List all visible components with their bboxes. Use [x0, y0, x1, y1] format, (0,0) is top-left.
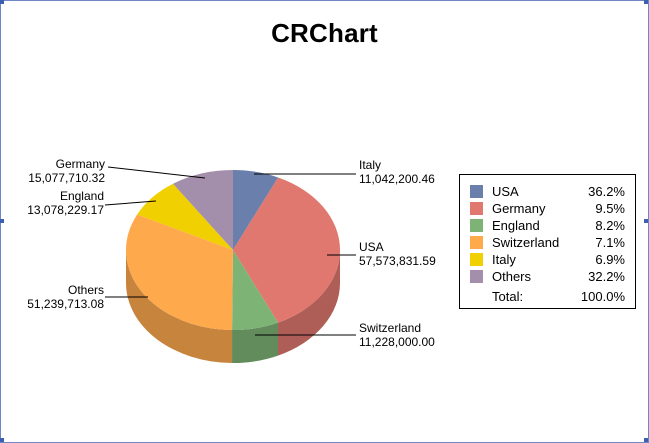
slice-label-value: 11,042,200.46 [359, 172, 435, 186]
legend-item-italy: Italy 6.9% [460, 251, 635, 268]
pie-slice-germany [173, 170, 233, 250]
legend-item-label: Switzerland [492, 235, 560, 250]
legend-item-percent: 9.5% [595, 201, 625, 216]
legend-swatch [470, 236, 483, 249]
pie-side-switzerland [232, 322, 279, 363]
frame-edge-handle [0, 219, 4, 223]
legend-total-value: 100.0% [580, 289, 625, 304]
slice-label-value: 13,078,229.17 [27, 203, 104, 217]
pie-slice-others [125, 214, 233, 330]
slice-label-name: Germany [55, 157, 105, 171]
legend-item-label: Germany [492, 201, 546, 216]
chart-title: CRChart [271, 18, 378, 48]
legend-swatch [470, 202, 483, 215]
legend-item-label: USA [492, 184, 519, 199]
legend-swatch [470, 219, 483, 232]
slice-label-germany: Germany 15,077,710.32 [22, 157, 105, 185]
legend-item-percent: 36.2% [588, 184, 625, 199]
slice-label-value: 11,228,000.00 [359, 335, 435, 349]
legend-swatch [470, 185, 483, 198]
pie-slice-italy [233, 170, 279, 250]
legend-item-label: Italy [492, 252, 516, 267]
pie-slice-usa [233, 177, 341, 323]
leader-line-england [104, 200, 157, 206]
legend: USA 36.2% Germany 9.5% England 8.2% Switzerlan… [459, 174, 636, 309]
legend-item-percent: 6.9% [595, 252, 625, 267]
slice-label-value: 15,077,710.32 [28, 171, 105, 185]
legend-item-usa: USA 36.2% [460, 183, 635, 200]
slice-label-others: Others 51,239,713.08 [22, 283, 104, 311]
pie-slice-switzerland [232, 250, 279, 330]
frame-corner-handle [0, 0, 4, 4]
legend-item-percent: 32.2% [588, 269, 625, 284]
pie-side-usa [278, 250, 340, 356]
pie-slice-england [137, 183, 233, 250]
legend-total-label: Total: [492, 289, 524, 304]
legend-item-label: Others [492, 269, 532, 284]
slice-label-value: 57,573,831.59 [359, 254, 436, 268]
legend-item-germany: Germany 9.5% [460, 200, 635, 217]
slice-label-name: USA [359, 240, 384, 254]
slice-label-name: Switzerland [359, 321, 422, 335]
slice-label-name: Italy [359, 158, 382, 172]
legend-item-others: Others 32.2% [460, 268, 635, 285]
legend-swatch [470, 270, 483, 283]
legend-swatch [470, 253, 483, 266]
leader-line-germany [107, 166, 206, 179]
frame-corner-handle [644, 438, 648, 442]
slice-label-switzerland: Switzerland 11,228,000.00 [359, 321, 435, 349]
slice-label-england: England 13,078,229.17 [22, 189, 104, 217]
frame-edge-handle [644, 219, 648, 223]
frame-corner-handle [0, 438, 4, 442]
slice-label-name: Others [67, 283, 104, 297]
pie-side-others [126, 250, 233, 363]
frame-corner-handle [644, 0, 648, 4]
legend-item-percent: 8.2% [595, 218, 625, 233]
legend-item-england: England 8.2% [460, 217, 635, 234]
legend-item-switzerland: Switzerland 7.1% [460, 234, 635, 251]
slice-label-usa: USA 57,573,831.59 [359, 240, 436, 268]
slice-label-name: England [59, 189, 104, 203]
legend-total-row: Total: 100.0% [460, 288, 635, 305]
slice-label-italy: Italy 11,042,200.46 [359, 158, 435, 186]
legend-item-percent: 7.1% [595, 235, 625, 250]
slice-label-value: 51,239,713.08 [27, 297, 104, 311]
legend-item-label: England [492, 218, 540, 233]
